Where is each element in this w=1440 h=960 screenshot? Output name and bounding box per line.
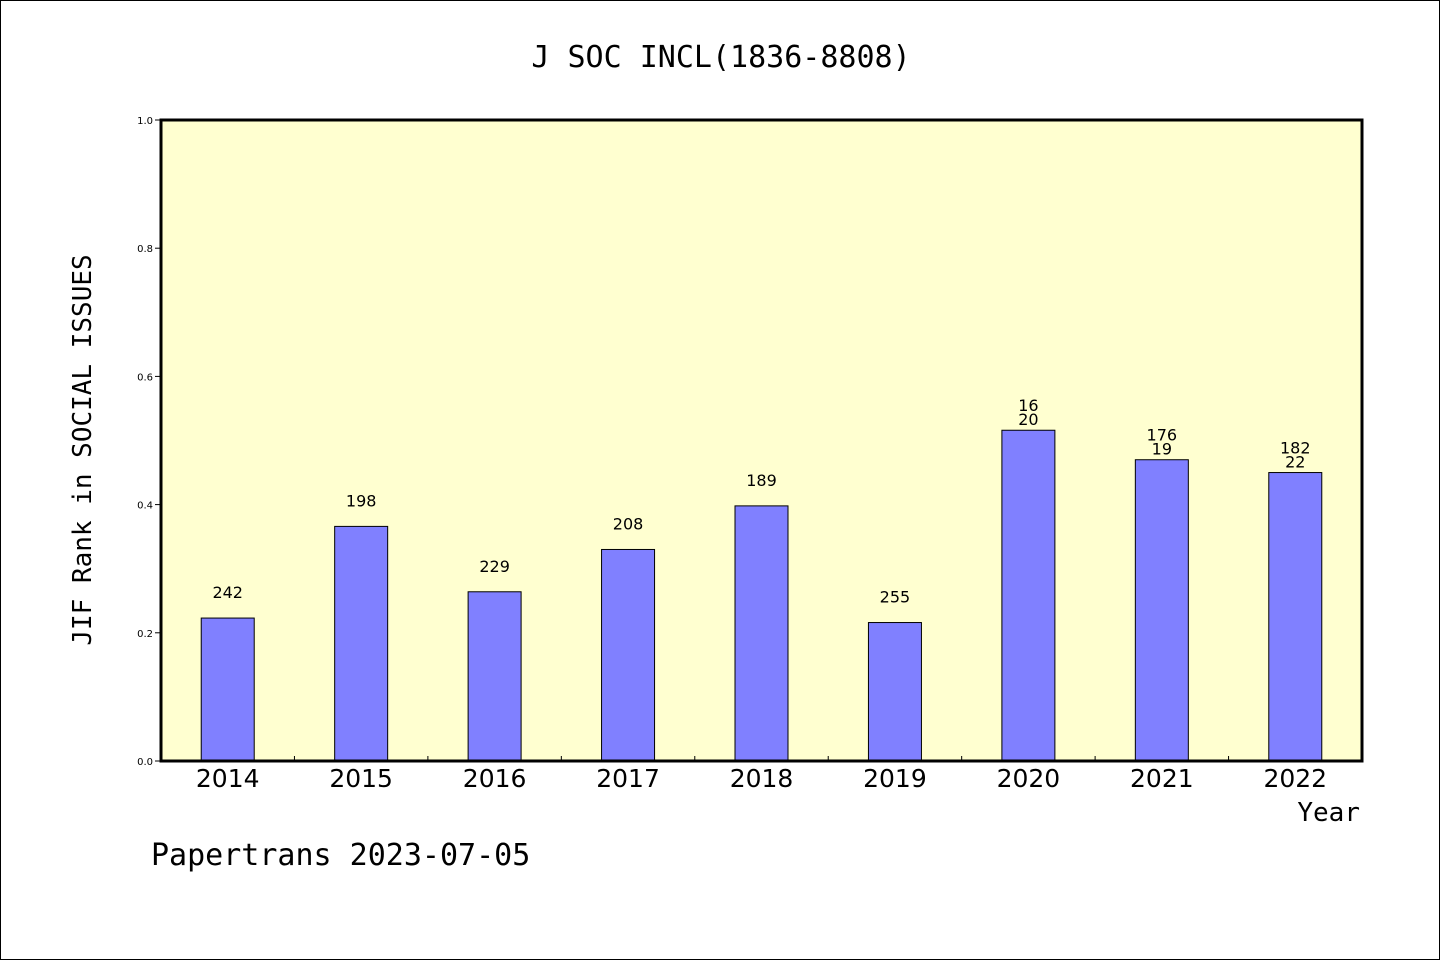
- bar-2014: [200, 617, 255, 762]
- x-tick-label-2014: 2014: [196, 764, 260, 793]
- bar-2015: [334, 525, 389, 762]
- chart-title: J SOC INCL(1836-8808): [531, 40, 910, 75]
- data-label-2020-bottom: 20: [1018, 410, 1038, 429]
- bar-2020: [1001, 429, 1056, 762]
- x-tick-label-2019: 2019: [863, 764, 927, 793]
- data-label-2022-bottom: 22: [1285, 453, 1305, 472]
- data-label-2017: 208: [613, 514, 644, 533]
- data-label-2014: 242: [212, 583, 243, 602]
- y-axis: 0.0 0.2 0.4 0.6 0.8 1.0: [137, 116, 161, 768]
- bar-2018: [734, 505, 789, 762]
- footer-stamp: Papertrans 2023-07-05: [151, 838, 530, 873]
- x-tick-label-2017: 2017: [596, 764, 660, 793]
- y-tick-label-1: 0.2: [137, 629, 153, 640]
- x-tick-label-2020: 2020: [997, 764, 1061, 793]
- data-label-2020-top: 16: [1018, 396, 1038, 415]
- data-label-2021-bottom: 19: [1152, 440, 1172, 459]
- bar-2016: [467, 591, 522, 762]
- y-tick-label-4: 0.8: [137, 244, 153, 255]
- bar-2019: [867, 622, 922, 762]
- y-axis-label: JIF Rank in SOCIAL ISSUES: [68, 254, 98, 645]
- x-tick-label-2022: 2022: [1263, 764, 1327, 793]
- x-axis-label: Year: [1297, 798, 1360, 828]
- x-tick-label-2015: 2015: [329, 764, 393, 793]
- data-label-2018: 189: [746, 471, 777, 490]
- data-label-2019: 255: [880, 588, 911, 607]
- plot-frame: [159, 118, 1364, 763]
- data-label-2021-top: 176: [1147, 426, 1178, 445]
- x-tick-label-2021: 2021: [1130, 764, 1194, 793]
- data-label-2016: 229: [479, 557, 510, 576]
- bar-2022: [1268, 472, 1323, 762]
- data-label-2015: 198: [346, 491, 377, 510]
- bars-group: [200, 429, 1323, 762]
- y-tick-label-5: 1.0: [137, 116, 153, 127]
- y-tick-label-0: 0.0: [137, 757, 153, 768]
- y-tick-label-2: 0.4: [137, 501, 153, 512]
- bar-2017: [601, 548, 656, 762]
- x-axis: 2014 2015 2016 2017 2018 2019 2020 2021 2022: [196, 756, 1327, 793]
- bar-2021: [1134, 459, 1189, 762]
- x-tick-label-2018: 2018: [730, 764, 794, 793]
- x-tick-label-2016: 2016: [463, 764, 527, 793]
- y-tick-label-3: 0.6: [137, 372, 153, 383]
- data-label-2022-top: 182: [1280, 439, 1311, 458]
